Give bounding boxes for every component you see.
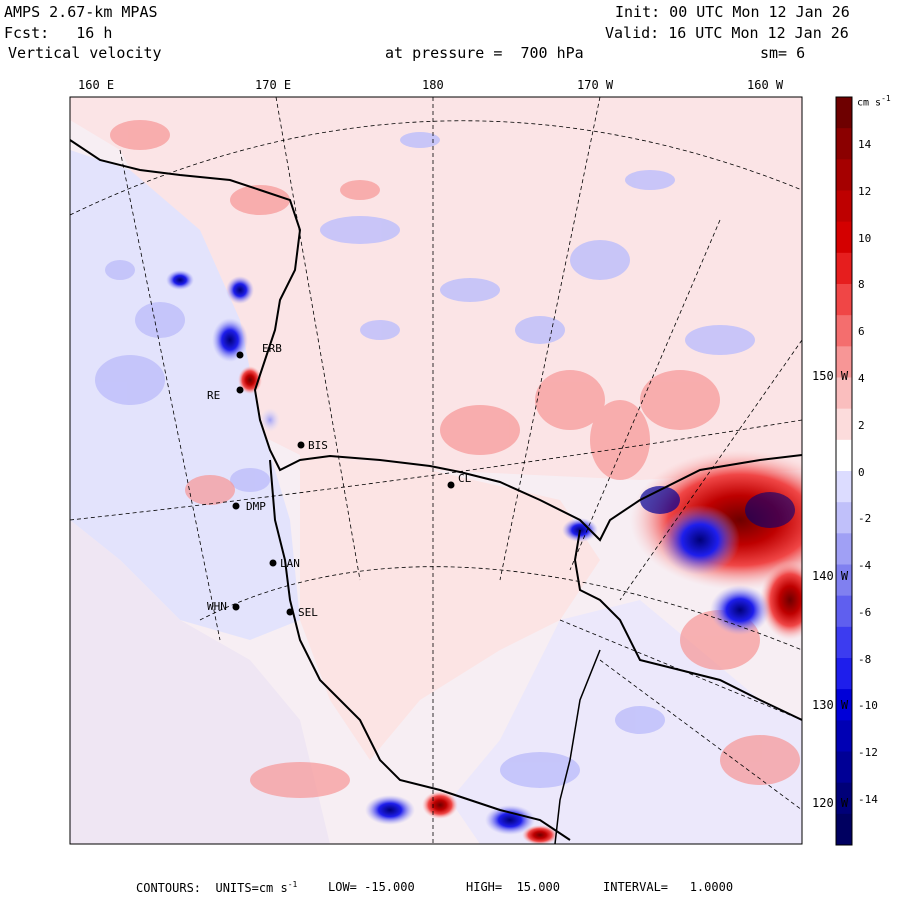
colorbar-swatch [836, 751, 852, 784]
downward-cell-3 [710, 585, 770, 635]
colorbar-swatch [836, 190, 852, 223]
ridge-line [554, 649, 601, 844]
colorbar-swatch [836, 533, 852, 565]
graticule [70, 97, 802, 844]
colorbar-tick-label: -14 [858, 793, 878, 806]
colorbar-swatch [836, 626, 852, 659]
colorbar-tick-label: -12 [858, 746, 878, 760]
station-label-dmp: DMP [246, 500, 266, 513]
colorbar-tick-label: -6 [858, 605, 872, 619]
contour-low: LOW= -15.000 [328, 880, 415, 894]
colorbar-swatch [836, 439, 852, 472]
upward-cell [760, 560, 802, 640]
colorbar-frame [835, 96, 853, 846]
colorbar-swatch [836, 159, 852, 191]
interior-field [70, 520, 330, 844]
lat-label-120w: 120 W [812, 796, 849, 810]
lon-label-160e: 160 E [78, 78, 115, 92]
colorbar-swatch [836, 284, 852, 316]
station-label-sel: SEL [298, 606, 318, 619]
colorbar-swatch [836, 128, 852, 160]
colorbar [835, 96, 853, 846]
downward-cell-2 [640, 486, 680, 514]
forecast-hour: Fcst: 16 h [4, 24, 113, 42]
model-title: AMPS 2.67-km MPAS [4, 3, 158, 21]
init-time: Init: 00 UTC Mon 12 Jan 26 [615, 3, 850, 21]
lat-label-140w: 140 W [812, 569, 849, 583]
colorbar-units: cm s-1 [857, 94, 891, 109]
colorbar-tick-label: -2 [858, 512, 872, 526]
colorbar-swatch [836, 813, 852, 846]
lat-label-130w: 130 W [812, 698, 849, 712]
colorbar-swatch [836, 97, 852, 129]
station-label-lan: LAN [280, 557, 300, 570]
colorbar-swatch [836, 689, 852, 721]
colorbar-tick-label: -4 [858, 559, 872, 573]
lon-label-180: 180 [422, 78, 444, 92]
colorbar-tick-label: 4 [858, 371, 865, 385]
pressure-level: at pressure = 700 hPa [385, 44, 584, 62]
grounding-line-east [573, 529, 802, 721]
downward-cell [745, 492, 795, 528]
colorbar-swatch [836, 595, 852, 628]
field-name: Vertical velocity [8, 44, 162, 62]
colorbar-swatch [836, 658, 852, 690]
negative-anomalies-ocean [95, 132, 755, 788]
colorbar-tick-label: 6 [858, 325, 865, 339]
colorbar-tick-label: 0 [858, 465, 865, 479]
colorbar-swatch [836, 564, 852, 597]
mountain-cells [166, 270, 558, 844]
coastline [70, 139, 802, 542]
colorbar-tick-label: 10 [858, 231, 872, 245]
positive-anomalies [110, 120, 800, 798]
colorbar-swatch [836, 782, 852, 815]
colorbar-tick-label: -8 [858, 652, 872, 666]
station-markers [232, 351, 455, 616]
colorbar-swatch [836, 346, 852, 378]
station-label-erb: ERB [262, 342, 282, 355]
station-label-whn: WHN [207, 600, 227, 613]
smoothing: sm= 6 [760, 44, 806, 62]
colorbar-tick-label: 14 [858, 138, 872, 151]
station-label-re: RE [207, 389, 221, 402]
contour-high: HIGH= 15.000 [466, 880, 560, 894]
colorbar-tick-label: 12 [858, 184, 872, 198]
colorbar-tick-label: -10 [858, 699, 878, 713]
colorbar-swatch [836, 377, 852, 410]
lon-label-160w: 160 W [747, 78, 784, 92]
ice-shelf-field [300, 455, 600, 760]
valid-time: Valid: 16 UTC Mon 12 Jan 26 [605, 24, 849, 42]
colorbar-swatch [836, 252, 852, 285]
colorbar-swatch [836, 720, 852, 752]
station-label-cl: CL [458, 472, 472, 485]
colorbar-swatch [836, 221, 852, 254]
grounding-line-west [269, 459, 571, 841]
contour-units: CONTOURS: UNITS=cm s-1 [136, 880, 298, 895]
colorbar-tick-label: 8 [858, 278, 865, 292]
colorbar-swatch [836, 408, 852, 441]
map-frame [69, 96, 803, 845]
strong-downward-core [660, 505, 740, 575]
lon-label-170w: 170 W [577, 78, 614, 92]
lat-label-150w: 150 W [812, 369, 849, 383]
colorbar-swatch [836, 502, 852, 534]
colorbar-tick-label: 2 [858, 418, 865, 432]
station-label-bis: BIS [308, 439, 328, 452]
lon-label-170e: 170 E [255, 78, 292, 92]
contour-interval: INTERVAL= 1.0000 [603, 880, 734, 894]
colorbar-swatch [836, 471, 852, 503]
colorbar-swatch [836, 315, 852, 347]
